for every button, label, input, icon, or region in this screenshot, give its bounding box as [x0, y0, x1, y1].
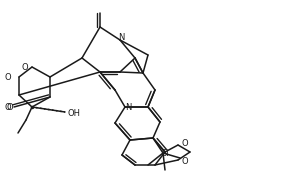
- Text: O: O: [182, 139, 189, 147]
- Text: O: O: [7, 102, 14, 112]
- Text: O: O: [5, 74, 11, 82]
- Text: O: O: [182, 157, 189, 167]
- Text: O: O: [5, 103, 11, 113]
- Text: Si: Si: [161, 148, 169, 157]
- Text: O: O: [22, 63, 28, 73]
- Text: N: N: [125, 102, 131, 112]
- Text: N: N: [118, 34, 124, 42]
- Text: OH: OH: [68, 108, 81, 118]
